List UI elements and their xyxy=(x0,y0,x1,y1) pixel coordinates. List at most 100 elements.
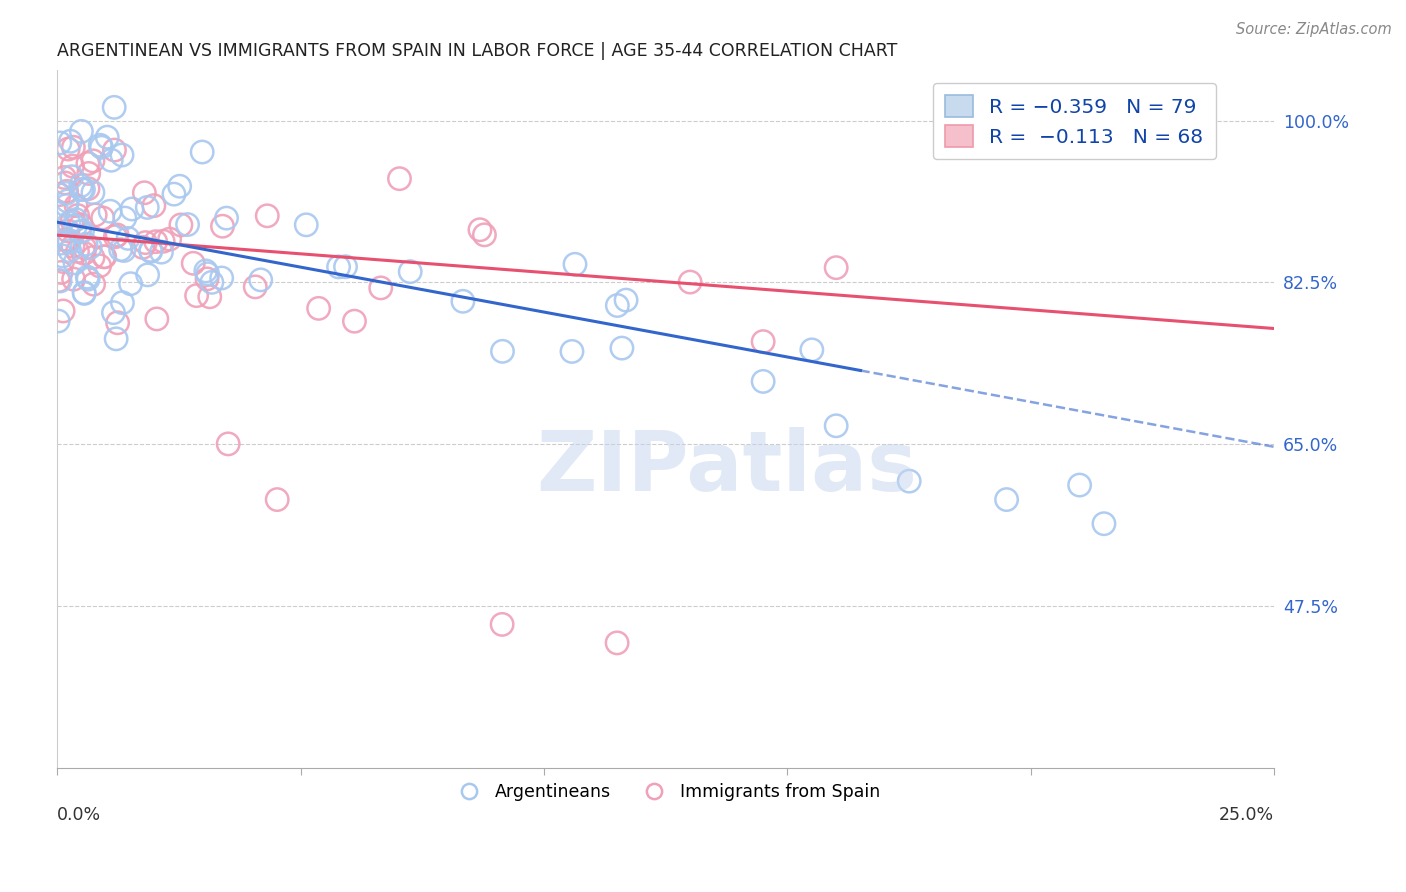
Point xyxy=(72,224,94,238)
Point xyxy=(191,145,214,159)
Point xyxy=(606,298,628,312)
Point xyxy=(89,259,111,273)
Text: ZIPatlas: ZIPatlas xyxy=(536,427,917,508)
Point xyxy=(295,218,318,232)
Point xyxy=(65,219,87,234)
Point xyxy=(56,224,79,238)
Point xyxy=(111,148,134,162)
Point xyxy=(198,290,221,304)
Point xyxy=(73,241,96,255)
Point xyxy=(73,246,96,260)
Point xyxy=(53,176,76,190)
Point xyxy=(65,212,87,227)
Point xyxy=(159,232,181,246)
Point xyxy=(121,202,143,216)
Point xyxy=(142,199,165,213)
Point xyxy=(825,260,848,275)
Point xyxy=(60,169,83,184)
Point xyxy=(58,142,80,156)
Point xyxy=(46,205,69,219)
Point xyxy=(62,159,84,173)
Point xyxy=(614,293,637,307)
Point xyxy=(70,183,93,197)
Point xyxy=(197,267,219,281)
Point xyxy=(1092,516,1115,531)
Point xyxy=(70,124,93,138)
Text: 25.0%: 25.0% xyxy=(1219,806,1274,824)
Point xyxy=(201,276,224,290)
Point xyxy=(105,332,128,346)
Point xyxy=(139,244,162,258)
Point xyxy=(66,244,89,259)
Point xyxy=(59,134,82,148)
Point xyxy=(90,140,112,154)
Point xyxy=(136,268,159,282)
Point xyxy=(48,187,70,202)
Point xyxy=(245,280,267,294)
Point xyxy=(62,239,84,253)
Point xyxy=(266,492,288,507)
Point xyxy=(111,295,134,310)
Point xyxy=(83,277,105,292)
Point xyxy=(328,260,350,274)
Point xyxy=(55,198,77,212)
Point xyxy=(55,232,77,246)
Point xyxy=(55,186,77,201)
Point xyxy=(152,234,174,248)
Point xyxy=(77,166,100,180)
Point xyxy=(52,254,75,268)
Point xyxy=(825,418,848,433)
Point xyxy=(134,186,156,200)
Point xyxy=(72,182,94,196)
Point xyxy=(132,240,155,254)
Point xyxy=(217,437,239,451)
Point xyxy=(46,314,69,328)
Point xyxy=(70,218,93,232)
Point xyxy=(76,156,98,170)
Point xyxy=(49,274,72,288)
Point xyxy=(117,231,139,245)
Point xyxy=(79,240,101,254)
Point xyxy=(256,209,278,223)
Point xyxy=(139,244,162,259)
Point xyxy=(66,209,89,223)
Point xyxy=(75,237,97,252)
Point xyxy=(170,218,193,232)
Point xyxy=(56,194,79,208)
Point xyxy=(107,316,129,330)
Legend: Argentineans, Immigrants from Spain: Argentineans, Immigrants from Spain xyxy=(444,776,887,808)
Point xyxy=(120,277,142,291)
Point xyxy=(194,264,217,278)
Point xyxy=(73,286,96,301)
Point xyxy=(800,343,823,357)
Point xyxy=(335,260,357,274)
Point xyxy=(145,235,167,249)
Point xyxy=(110,243,132,257)
Point xyxy=(150,245,173,260)
Point xyxy=(308,301,330,316)
Point xyxy=(48,274,70,288)
Point xyxy=(399,265,422,279)
Point xyxy=(104,229,127,244)
Point xyxy=(52,304,75,318)
Point xyxy=(752,334,775,349)
Point xyxy=(491,617,513,632)
Point xyxy=(752,375,775,389)
Point xyxy=(186,288,208,302)
Point xyxy=(55,185,77,199)
Point xyxy=(62,140,84,154)
Point xyxy=(215,211,238,226)
Point xyxy=(679,275,702,289)
Text: 0.0%: 0.0% xyxy=(58,806,101,824)
Text: Source: ZipAtlas.com: Source: ZipAtlas.com xyxy=(1236,22,1392,37)
Point xyxy=(49,236,72,251)
Point xyxy=(63,256,86,270)
Point xyxy=(77,182,100,196)
Point xyxy=(65,199,87,213)
Point xyxy=(103,306,125,320)
Point xyxy=(114,211,136,225)
Point xyxy=(96,130,118,145)
Point xyxy=(77,272,100,286)
Point xyxy=(58,234,80,248)
Point xyxy=(60,214,83,228)
